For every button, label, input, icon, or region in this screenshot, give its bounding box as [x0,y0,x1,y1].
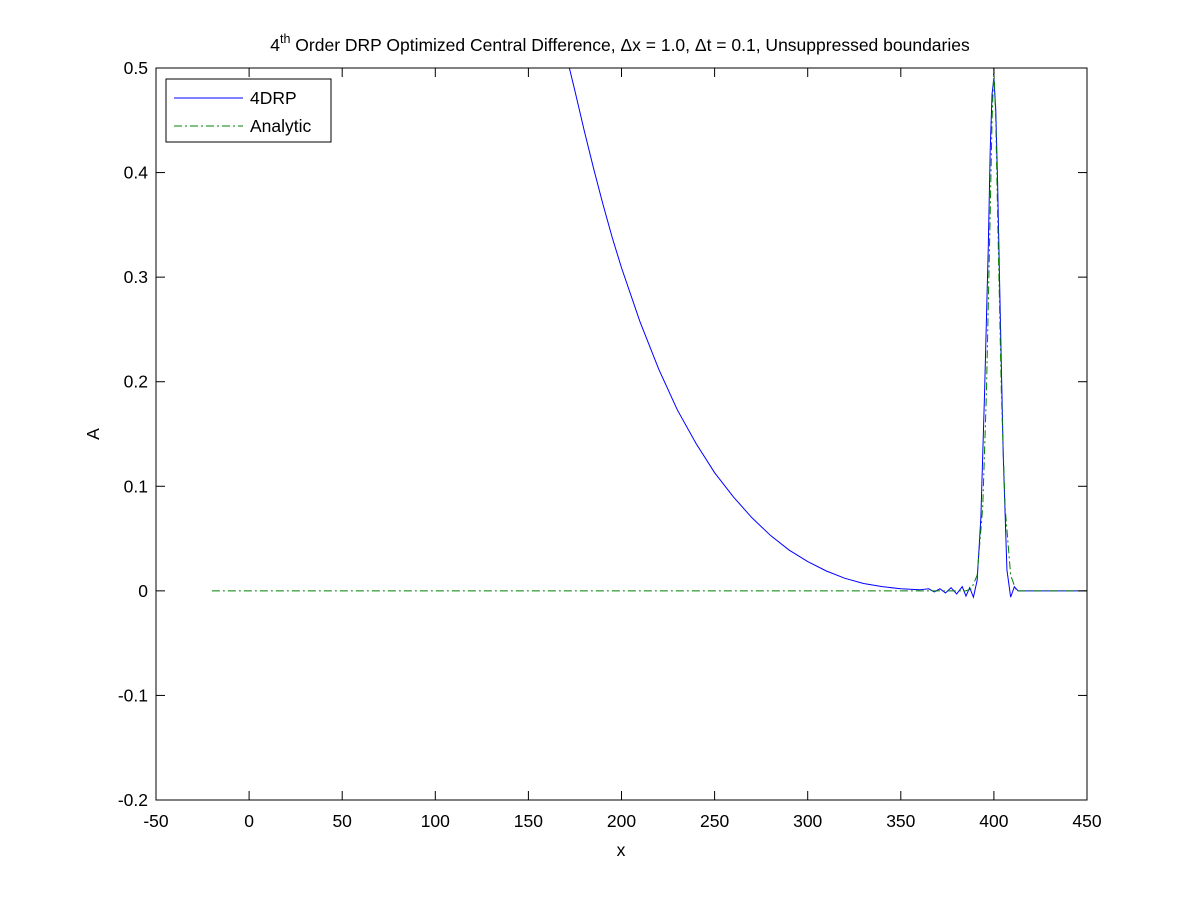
y-tick-label: 0.4 [124,163,149,183]
x-tick-label: 300 [793,811,822,831]
y-tick-label: -0.1 [118,685,148,705]
series-line-analytic [211,68,1087,592]
x-tick-label: 200 [607,811,636,831]
y-tick-label: 0.1 [124,476,148,496]
x-tick-label: 100 [421,811,450,831]
x-tick-label: 450 [1072,811,1101,831]
x-tick-label: 0 [244,811,254,831]
x-axis-label: x [617,840,626,860]
y-tick-label: -0.2 [118,790,148,810]
series-layer [211,68,1087,599]
y-tick-label: 0.5 [124,58,148,78]
x-tick-label: 400 [979,811,1008,831]
chart-title-superscript: th [280,32,290,46]
x-tick-label: 250 [700,811,729,831]
y-tick-label: 0.3 [124,267,148,287]
x-tick-label: 50 [332,811,352,831]
chart-title: 4th Order DRP Optimized Central Differen… [270,32,970,55]
x-tick-label: -50 [143,811,169,831]
chart-title-prefix: 4 [270,35,280,55]
legend-box [165,78,332,143]
legend-label-analytic: Analytic [250,116,312,136]
y-tick-label: 0 [138,581,148,601]
x-tick-label: 350 [886,811,915,831]
y-tick-label: 0.2 [124,372,148,392]
ticks-layer: -50 0 50 100 150 200 250 300 350 400 450 -0.2 -0.1 0 0… [118,58,1102,831]
plot-area [156,68,1087,800]
y-axis-label: A [83,428,103,440]
legend: 4DRP Analytic [165,78,332,143]
legend-label-4drp: 4DRP [250,88,297,108]
x-tick-label: 150 [514,811,543,831]
chart-title-text: Order DRP Optimized Central Difference, … [290,35,970,55]
